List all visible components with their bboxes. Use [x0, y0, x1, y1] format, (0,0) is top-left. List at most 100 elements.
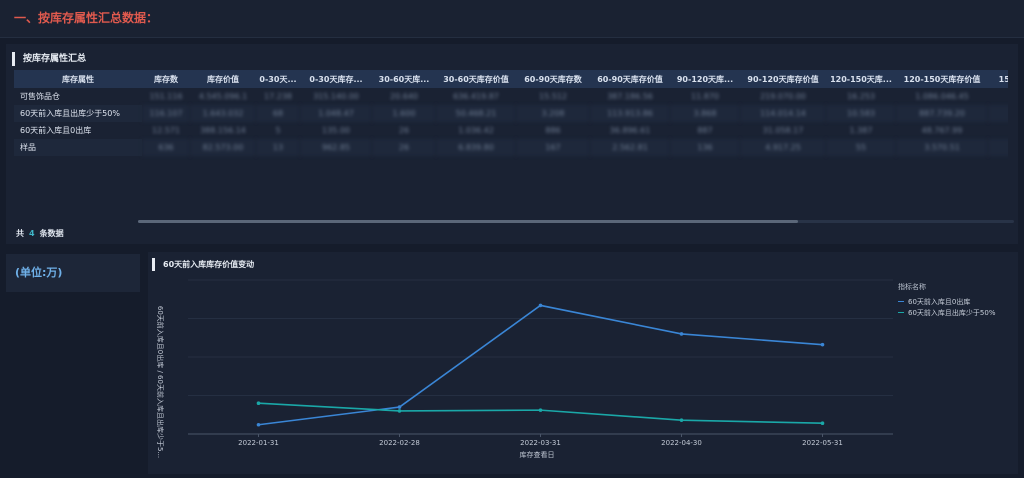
table-row[interactable]: 60天前入库且出库少于50% 116.107 1.643.032 68 1.048.47… — [14, 105, 1008, 122]
data-point — [538, 303, 543, 308]
table-cell-value: 1 — [988, 122, 1008, 139]
table-cell-attribute: 60天前入库且出库少于50% — [14, 105, 142, 122]
table-cell-value: 167 — [516, 139, 590, 156]
table-cell-value: 1.600 — [372, 105, 436, 122]
table-row[interactable]: 样品 636 82.573.00 13 962.85 26 6.839.80 167 2.562… — [14, 139, 1008, 156]
series-line-1 — [258, 402, 823, 425]
x-tick-label: 2022-01-31 — [238, 439, 279, 447]
table-cell-value: 1 — [988, 88, 1008, 105]
table-row[interactable]: 60天前入库且0出库 12.571 388.156.14 5 135.00 26 1.036… — [14, 122, 1008, 139]
scrollbar-thumb[interactable] — [138, 220, 798, 223]
table-cell-value: 50.468.21 — [436, 105, 516, 122]
table-column-header[interactable]: 90-120天库存价值 — [740, 70, 826, 88]
chart-title: 60天前入库库存价值变动 — [152, 258, 254, 271]
table-row[interactable]: 可售饰品仓 151.116 4.545.096.1 17.238 315.140.00 2… — [14, 88, 1008, 105]
table-cell-value: 1 — [988, 139, 1008, 156]
table-cell-value: 1.048.47 — [300, 105, 372, 122]
table-cell-value: 136 — [670, 139, 740, 156]
table-column-header[interactable]: 150-180天 — [988, 70, 1008, 88]
table-cell-value: 48.767.99 — [921, 126, 963, 135]
data-point — [679, 418, 684, 422]
table-column-header[interactable]: 库存属性 — [14, 70, 142, 88]
legend-item[interactable]: 60天前入库且0出库 — [898, 296, 1016, 307]
table-cell-value: 12.571 — [152, 126, 180, 135]
total-suffix: 条数据 — [39, 229, 64, 238]
table-cell-value: 387.186.56 — [607, 92, 653, 101]
table-column-header[interactable]: 120-150天库... — [826, 70, 896, 88]
table-cell-value: 887.739.20 — [896, 105, 988, 122]
x-tick-label: 2022-04-30 — [661, 439, 702, 447]
table-cell-value: 1.643.032 — [190, 105, 256, 122]
table-cell-value: 135.00 — [322, 126, 350, 135]
data-point — [820, 342, 825, 347]
table-cell-value: 151.116 — [149, 92, 183, 101]
table-cell-value: 1.387 — [849, 126, 873, 135]
table-column-header[interactable]: 库存价值 — [190, 70, 256, 88]
table-cell-value: 31.058.17 — [762, 126, 804, 135]
table-cell-value: 6.839.80 — [436, 139, 516, 156]
table-cell-value: 5 — [275, 126, 281, 135]
table-cell-value: 68 — [256, 105, 300, 122]
x-tick-label: 2022-03-31 — [520, 439, 561, 447]
table-cell-value: 3.570.51 — [896, 139, 988, 156]
section-title: 一、按库存属性汇总数据： — [14, 11, 159, 25]
table-column-header[interactable]: 60-90天库存数 — [516, 70, 590, 88]
table-cell-value: 5 — [988, 105, 1008, 122]
table-cell-value: 3.208 — [516, 105, 590, 122]
x-tick-label: 2022-05-31 — [802, 439, 843, 447]
summary-table-scroll-area[interactable]: 库存属性 库存数 库存价值 0-30天... 0-30天库存... 30-60天库... 3… — [14, 70, 1008, 218]
legend-item[interactable]: 60天前入库且出库少于50% — [898, 307, 1016, 318]
legend-swatch — [898, 301, 904, 302]
unit-label: (单位:万) — [15, 266, 63, 279]
table-cell-value: 388.156.14 — [200, 126, 246, 135]
horizontal-scrollbar[interactable] — [138, 220, 1014, 223]
summary-table-title: 按库存属性汇总 — [12, 52, 86, 66]
summary-table: 库存属性 库存数 库存价值 0-30天... 0-30天库存... 30-60天库... 3… — [14, 70, 1008, 156]
table-cell-value: 315.140.00 — [313, 92, 359, 101]
table-cell-value: 636 — [142, 139, 190, 156]
table-cell-value: 4.917.25 — [740, 139, 826, 156]
data-point — [256, 401, 261, 405]
table-cell-value: 20.640 — [390, 92, 418, 101]
table-cell-value: 114.014.14 — [740, 105, 826, 122]
table-cell-value: 16.253 — [847, 92, 875, 101]
table-cell-value: 26 — [372, 139, 436, 156]
total-prefix: 共 — [16, 229, 24, 238]
table-header-row: 库存属性 库存数 库存价值 0-30天... 0-30天库存... 30-60天库... 3… — [14, 70, 1008, 88]
table-cell-value: 13 — [256, 139, 300, 156]
table-cell-value: 1.086.046.45 — [915, 92, 969, 101]
chart-panel: 60天前入库库存价值变动 60天前入库且0出库 / 60天前入库且出库少于5..… — [148, 252, 1018, 474]
table-cell-value: 887 — [697, 126, 713, 135]
table-column-header[interactable]: 120-150天库存价值 — [896, 70, 988, 88]
table-cell-value: 1.036.42 — [458, 126, 494, 135]
table-cell-value: 10.583 — [826, 105, 896, 122]
table-column-header[interactable]: 60-90天库存价值 — [590, 70, 670, 88]
total-count: 4 — [29, 229, 35, 238]
summary-table-panel: 按库存属性汇总 库存属性 库存数 库存价值 0-30天... 0-30天库存... 30-… — [6, 44, 1018, 244]
table-cell-attribute: 可售饰品仓 — [20, 92, 60, 101]
legend-swatch — [898, 312, 904, 313]
data-point — [397, 409, 402, 413]
table-cell-value: 4.545.096.1 — [198, 92, 248, 101]
table-cell-value: 11.870 — [691, 92, 719, 101]
legend-title: 指标名称 — [898, 283, 926, 291]
legend-label: 60天前入库且0出库 — [908, 297, 971, 306]
table-column-header[interactable]: 0-30天... — [256, 70, 300, 88]
table-cell-value: 219.070.00 — [760, 92, 806, 101]
total-count-text: 共 4 条数据 — [16, 228, 64, 239]
table-cell-value: 15.512 — [539, 92, 567, 101]
table-column-header[interactable]: 0-30天库存... — [300, 70, 372, 88]
table-column-header[interactable]: 30-60天库存价值 — [436, 70, 516, 88]
table-cell-attribute: 60天前入库且0出库 — [20, 126, 92, 135]
x-tick-label: 2022-02-28 — [379, 439, 420, 447]
table-cell-value: 2.562.81 — [590, 139, 670, 156]
table-body: 可售饰品仓 151.116 4.545.096.1 17.238 315.140.00 2… — [14, 88, 1008, 156]
table-column-header[interactable]: 30-60天库... — [372, 70, 436, 88]
table-column-header[interactable]: 90-120天库... — [670, 70, 740, 88]
table-cell-value: 636.419.87 — [453, 92, 499, 101]
table-cell-attribute: 样品 — [14, 139, 142, 156]
series-line-0 — [258, 304, 823, 426]
top-bar: 一、按库存属性汇总数据： — [0, 0, 1024, 38]
data-point — [397, 405, 402, 409]
table-column-header[interactable]: 库存数 — [142, 70, 190, 88]
